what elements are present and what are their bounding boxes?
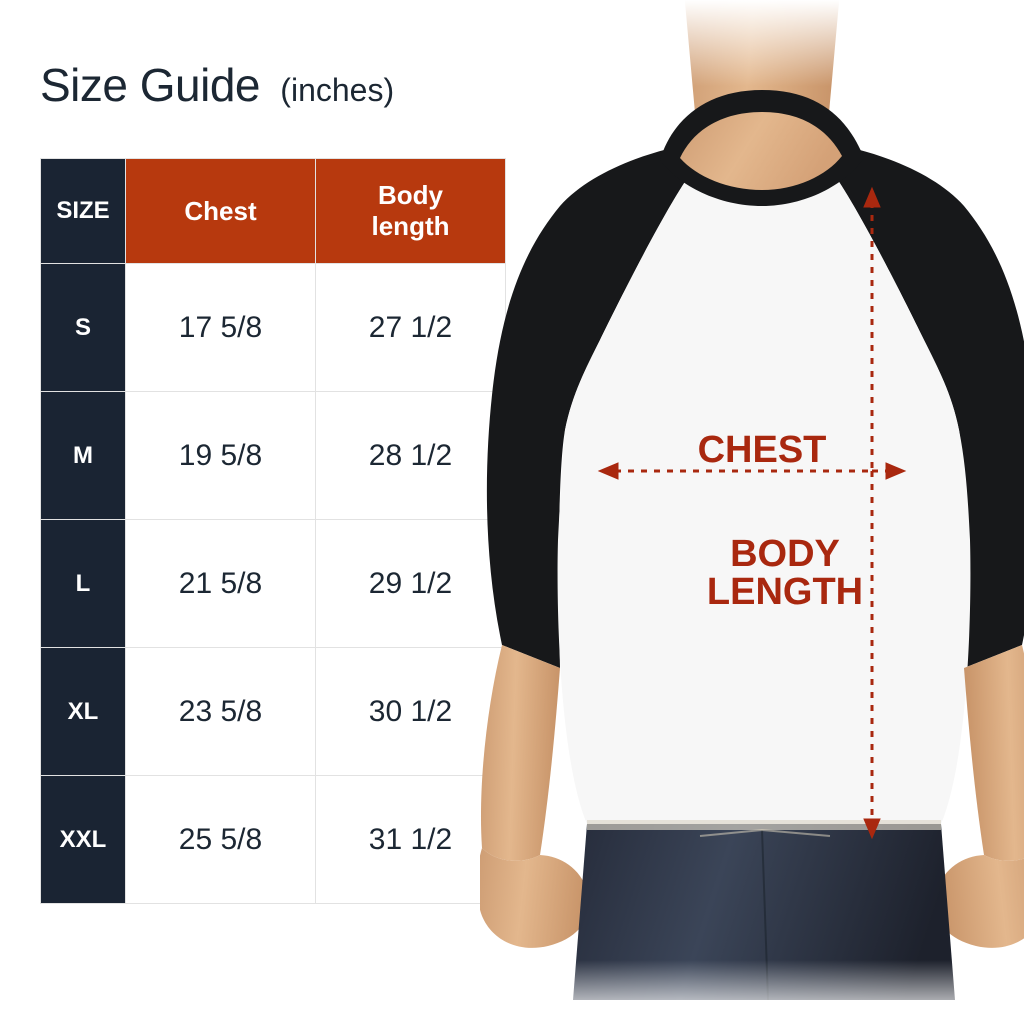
svg-text:BODY: BODY xyxy=(730,533,840,575)
svg-text:LENGTH: LENGTH xyxy=(707,571,863,613)
svg-text:CHEST: CHEST xyxy=(698,429,827,471)
